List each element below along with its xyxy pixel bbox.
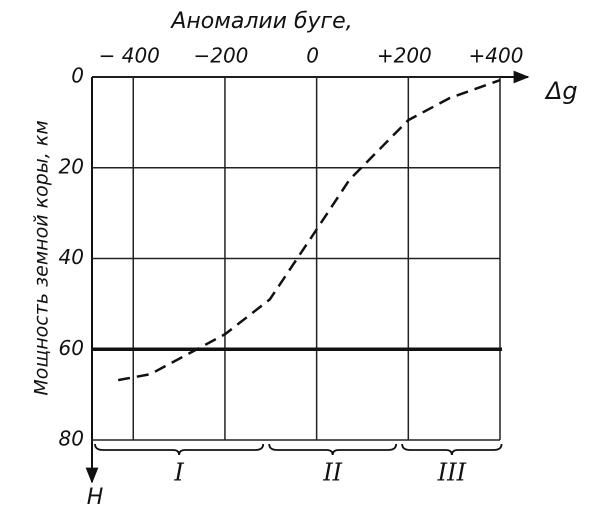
y-tick-label: 20 [59,154,84,178]
x-tick-label: − 400 [99,44,160,68]
zone-brace [401,443,503,456]
chart-title: Аномалии буге, [169,9,352,34]
x-tick-label: +400 [469,44,524,68]
y-axis-label: H [87,485,104,510]
data-line [117,78,501,382]
y-tick-label: 80 [59,427,84,451]
zone-brace [268,443,398,456]
y-tick-label: 60 [59,336,84,360]
zone-brace [94,443,265,456]
zone-label: III [437,459,467,487]
zone-label: II [322,459,342,487]
x-tick-label: +200 [377,44,432,68]
x-axis-label: Δg [544,77,578,105]
y-tick-label: 40 [59,245,84,269]
y-tick-label: 0 [71,64,84,88]
x-tick-label: 0 [306,44,319,68]
zone-label: I [173,459,184,487]
y-axis-title: Мощность земной коры, км [31,120,53,395]
x-tick-label: −200 [193,44,248,68]
